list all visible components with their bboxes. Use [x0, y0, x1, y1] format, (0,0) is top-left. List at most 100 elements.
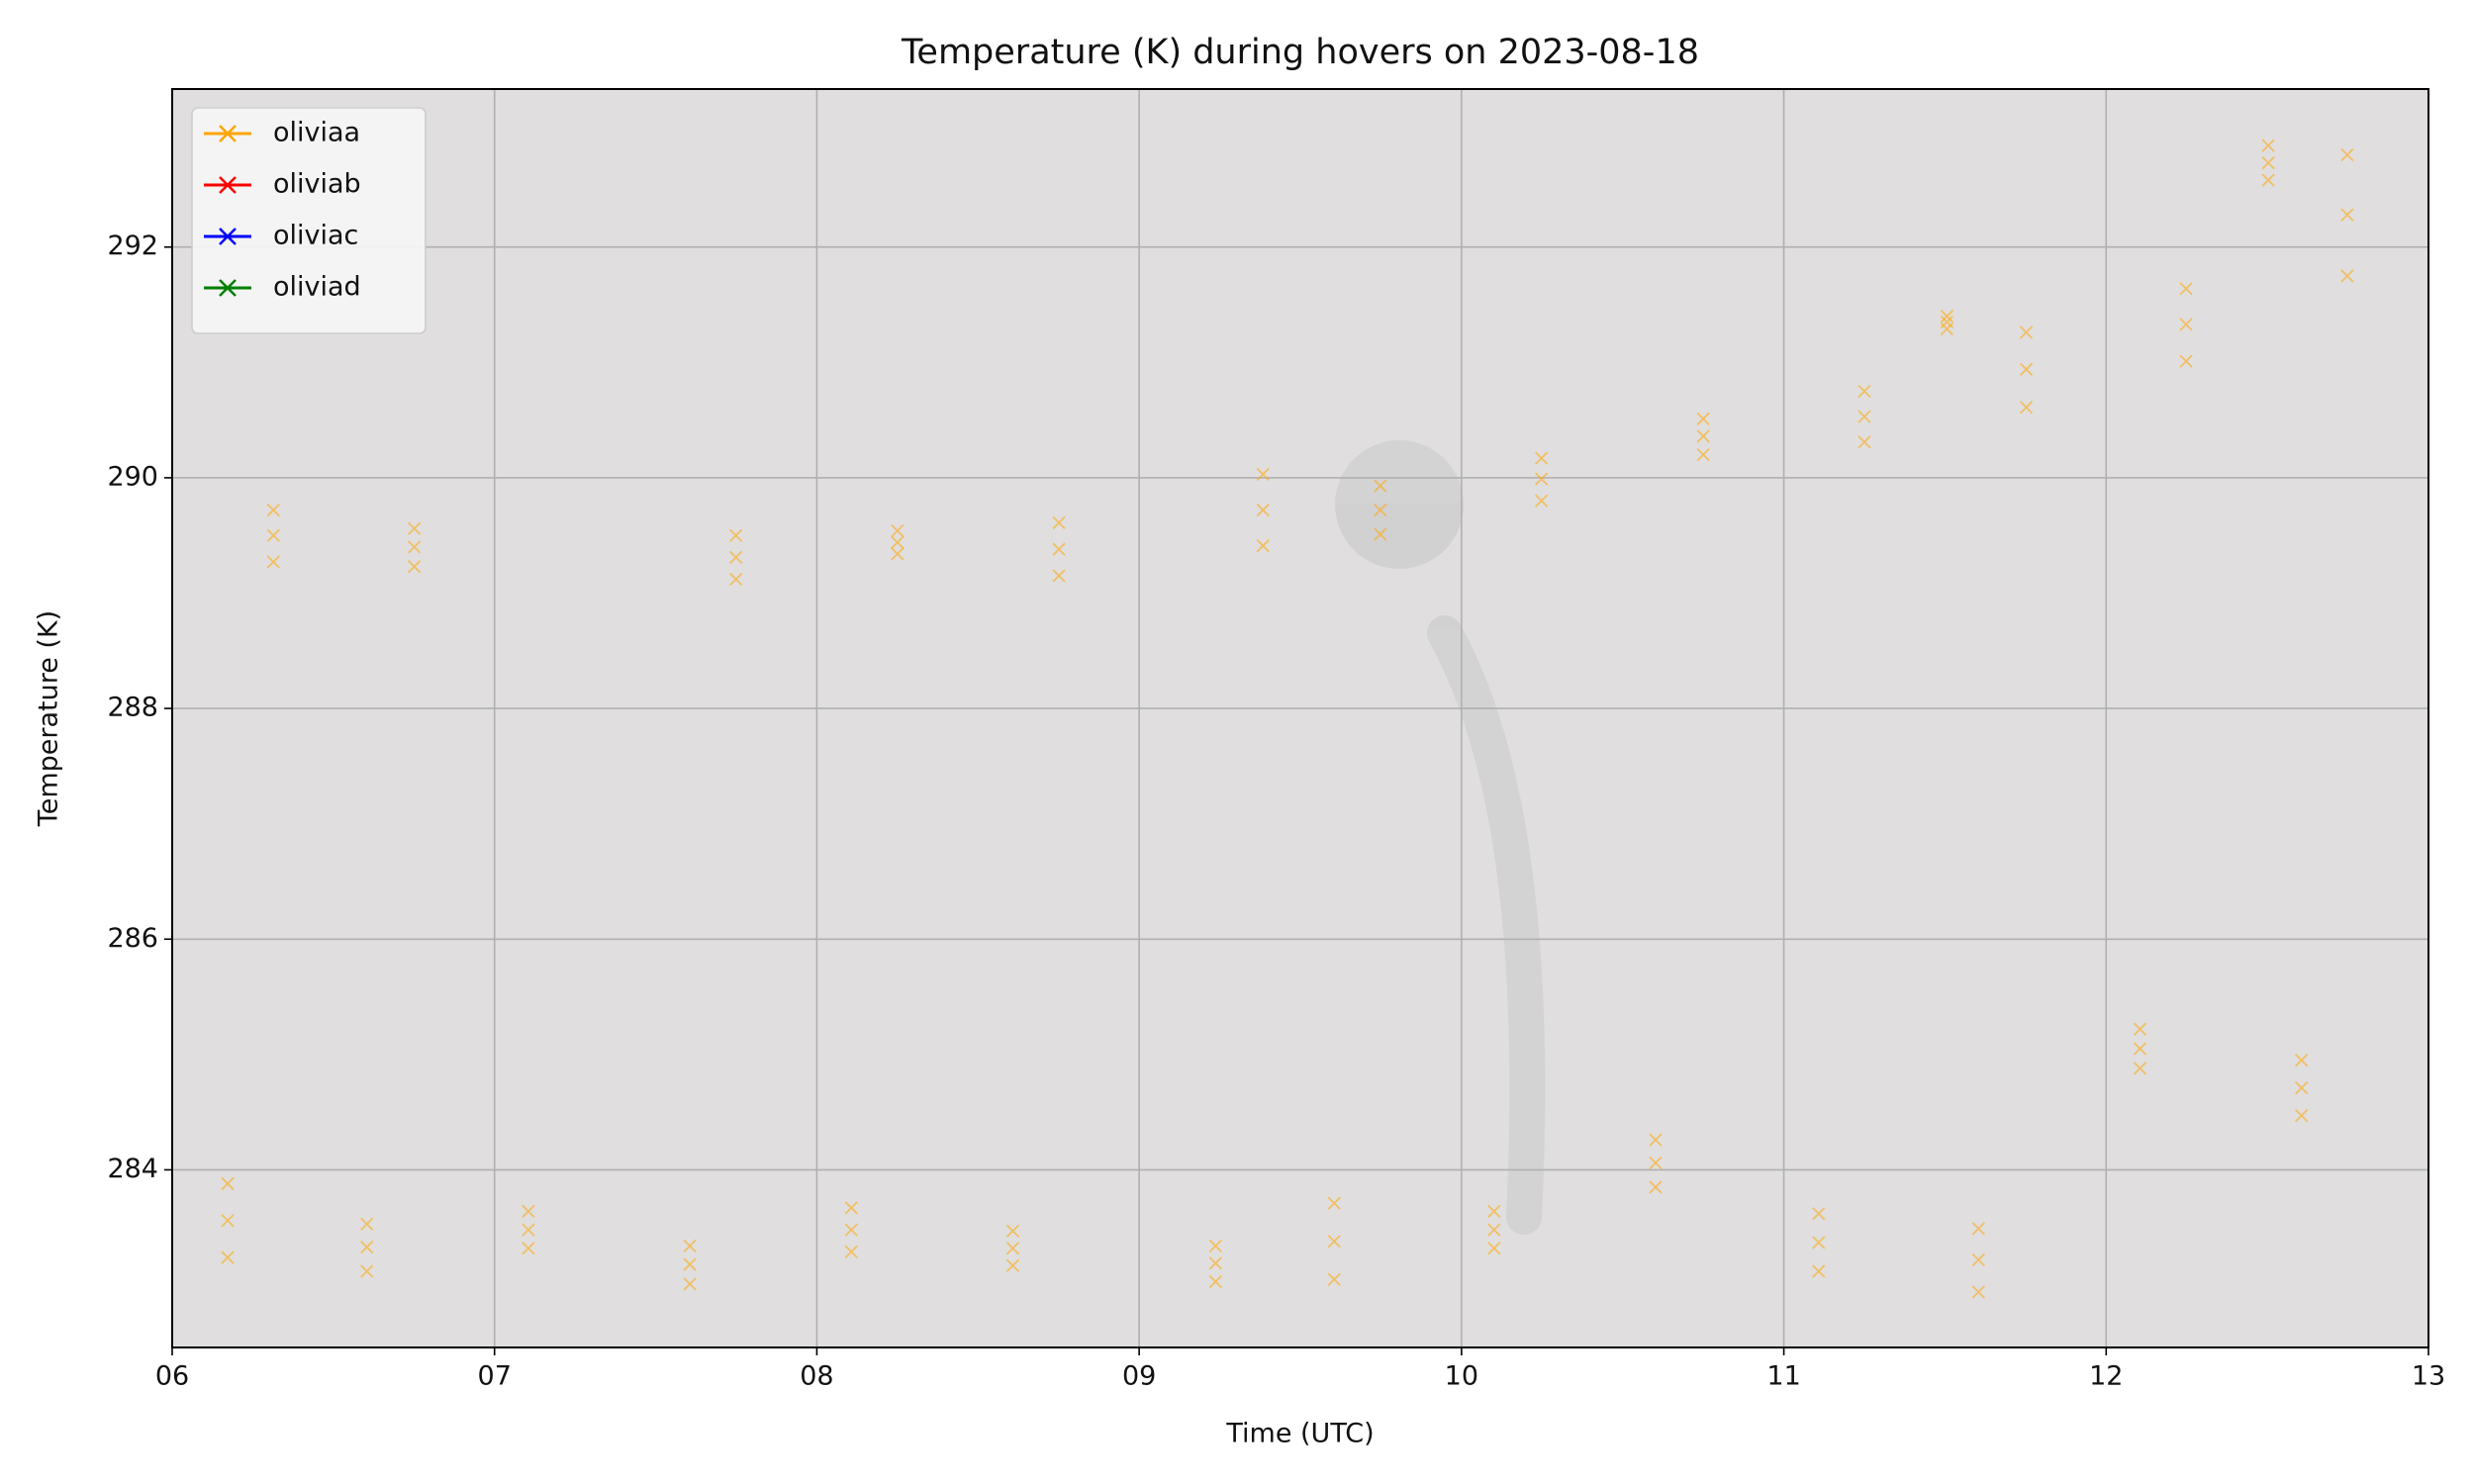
- y-tick-label: 288: [107, 693, 158, 723]
- legend-label: oliviad: [273, 272, 361, 303]
- x-tick-label: 06: [155, 1361, 189, 1392]
- data-point: [2179, 318, 2193, 331]
- data-point: [1327, 1196, 1341, 1210]
- data-point: [1487, 1223, 1501, 1237]
- data-point: [2261, 173, 2275, 187]
- data-point: [2261, 139, 2275, 152]
- data-point: [1696, 412, 1710, 426]
- data-point: [266, 528, 280, 542]
- data-point: [1005, 1224, 1020, 1238]
- plot-area: [172, 89, 2428, 1347]
- data-point: [522, 1223, 535, 1237]
- data-point: [360, 1240, 374, 1254]
- data-point: [1487, 1204, 1501, 1219]
- data-point: [2295, 1054, 2309, 1067]
- x-axis-label: Time (UTC): [1225, 1419, 1374, 1449]
- watermark: [1335, 440, 1546, 1235]
- data-point: [2179, 282, 2193, 296]
- data-point: [2133, 1042, 2147, 1056]
- data-point: [407, 540, 422, 554]
- data-point: [844, 1201, 858, 1215]
- data-point: [1052, 569, 1066, 583]
- chart-title: Temperature (K) during hovers on 2023-08…: [901, 33, 1699, 72]
- data-point: [1374, 527, 1387, 541]
- data-point: [2179, 354, 2193, 368]
- data-point: [1327, 1235, 1341, 1249]
- data-point: [522, 1204, 535, 1219]
- data-point: [1812, 1236, 1826, 1250]
- x-tick-label: 12: [2089, 1361, 2123, 1392]
- data-point: [1696, 429, 1710, 443]
- data-point: [1649, 1156, 1663, 1170]
- data-point: [266, 503, 280, 517]
- data-point: [1940, 315, 1954, 329]
- legend-label: oliviaa: [273, 118, 360, 148]
- data-point: [1971, 1222, 1985, 1236]
- y-tick-label: 284: [107, 1154, 158, 1184]
- data-point: [407, 521, 422, 535]
- data-point: [683, 1277, 697, 1291]
- x-tick-label: 07: [478, 1361, 512, 1392]
- data-point: [1327, 1272, 1341, 1286]
- data-point: [1534, 451, 1549, 465]
- data-point: [2133, 1062, 2147, 1075]
- data-point: [1256, 539, 1270, 553]
- data-point: [1534, 472, 1549, 486]
- data-point: [1971, 1285, 1985, 1299]
- data-point: [729, 528, 743, 542]
- data-point: [683, 1257, 697, 1271]
- data-point: [2295, 1081, 2309, 1095]
- data-point: [1208, 1274, 1222, 1289]
- data-point: [2019, 401, 2034, 415]
- data-point: [1812, 1207, 1826, 1221]
- data-point: [407, 560, 422, 574]
- data-point: [2133, 1022, 2147, 1036]
- x-tick-label: 09: [1122, 1361, 1156, 1392]
- data-point: [1374, 503, 1387, 517]
- plot-frame: [171, 88, 2429, 1348]
- data-point: [2019, 362, 2034, 376]
- data-point: [1052, 515, 1066, 530]
- y-tick-label: 290: [107, 461, 158, 492]
- data-point: [1940, 310, 1954, 324]
- data-point: [2261, 155, 2275, 170]
- data-point: [1487, 1242, 1501, 1255]
- legend-marker: [219, 279, 237, 297]
- watermark-stem: [1427, 615, 1546, 1235]
- legend-label: oliviab: [273, 169, 361, 200]
- data-point: [266, 555, 280, 569]
- legend-marker: [219, 176, 237, 194]
- data-point: [1256, 503, 1270, 517]
- legend-marker: [219, 228, 237, 245]
- data-point: [1005, 1258, 1020, 1272]
- data-point: [1857, 435, 1871, 449]
- x-tick-label: 10: [1445, 1361, 1478, 1392]
- marks: [221, 139, 2354, 1299]
- x-tick-label: 11: [1766, 1361, 1800, 1392]
- legend: oliviaa oliviab oliviac oliviad: [191, 107, 427, 334]
- data-point: [1649, 1133, 1663, 1147]
- data-point: [891, 523, 904, 538]
- data-point: [844, 1245, 858, 1258]
- data-point: [1649, 1180, 1663, 1194]
- legend-label: oliviac: [273, 221, 358, 251]
- legend-marker: [219, 125, 237, 142]
- data-point: [1256, 467, 1270, 482]
- data-point: [729, 550, 743, 564]
- y-tick-label: 286: [107, 923, 158, 954]
- data-point: [683, 1239, 697, 1253]
- data-point: [1857, 384, 1871, 399]
- data-point: [1052, 542, 1066, 556]
- data-point: [1374, 479, 1387, 493]
- y-axis-label: Temperature (K): [34, 610, 64, 827]
- data-point: [2340, 147, 2354, 162]
- data-point: [1534, 494, 1549, 508]
- data-point: [2295, 1109, 2309, 1123]
- data-point: [1208, 1239, 1222, 1253]
- data-point: [1208, 1256, 1222, 1270]
- data-point: [844, 1223, 858, 1237]
- x-tick-label: 08: [800, 1361, 833, 1392]
- data-point: [360, 1217, 374, 1231]
- data-point: [1971, 1252, 1985, 1267]
